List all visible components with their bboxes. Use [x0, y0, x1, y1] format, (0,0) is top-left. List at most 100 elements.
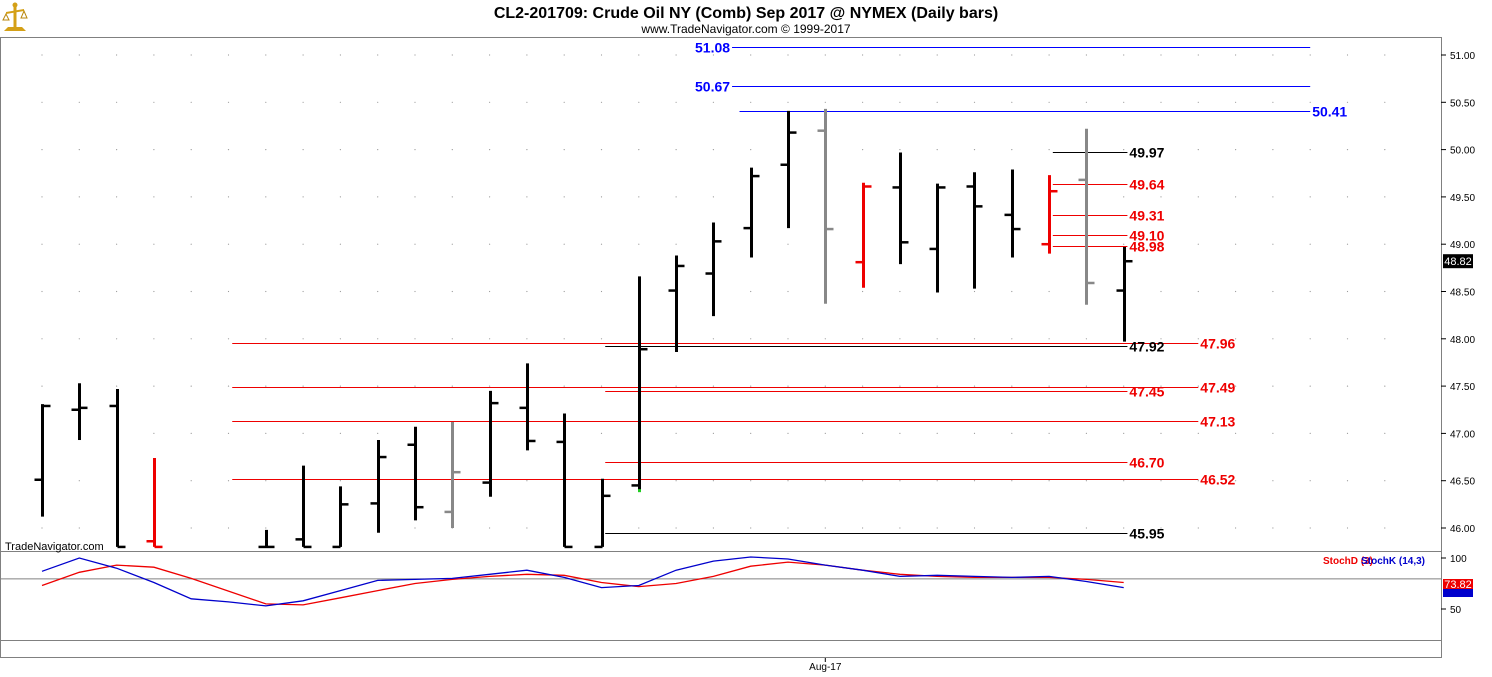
grid-dot	[153, 338, 155, 340]
grid-dot	[414, 243, 416, 245]
grid-dot	[1160, 480, 1162, 482]
grid-dot	[787, 338, 789, 340]
grid-dot	[190, 196, 192, 198]
grid-dot	[116, 243, 118, 245]
grid-dot	[265, 338, 267, 340]
ohlc-bar	[1004, 169, 1021, 258]
grid-dot	[227, 290, 230, 293]
grid-dot	[1048, 54, 1050, 56]
grid-dot	[638, 54, 640, 56]
grid-dot	[824, 54, 826, 56]
stoch-series-line	[41, 556, 1124, 607]
grid-dot	[265, 290, 267, 293]
grid-dot	[899, 54, 901, 56]
grid-dot	[41, 149, 43, 151]
grid-dot	[302, 196, 304, 198]
grid-dot	[1048, 432, 1050, 434]
grid-dot	[339, 196, 341, 198]
grid-dot	[78, 149, 80, 151]
grid-dot	[787, 432, 789, 434]
grid-dot	[489, 243, 491, 245]
grid-dot	[973, 54, 976, 56]
grid-dot	[116, 101, 118, 103]
grid-dot	[750, 290, 752, 293]
grid-dot	[936, 101, 938, 103]
grid-dot	[116, 54, 118, 56]
level-label: 45.95	[1129, 526, 1164, 542]
grid-dot	[190, 149, 192, 151]
grid-dot	[153, 385, 155, 387]
grid-dot	[116, 338, 118, 340]
ohlc-bar	[668, 255, 685, 353]
grid-dot	[824, 101, 826, 103]
ohlc-bar	[892, 152, 909, 265]
grid-dot	[1160, 527, 1162, 529]
grid-dot	[451, 290, 453, 293]
chart-title: CL2-201709: Crude Oil NY (Comb) Sep 2017…	[494, 5, 998, 22]
ohlc-bar	[482, 390, 499, 497]
grid-dot	[1011, 527, 1013, 529]
stoch-last-value-label: 73.82	[1444, 579, 1472, 591]
grid-dot	[1048, 290, 1050, 293]
grid-dot	[1384, 480, 1386, 482]
grid-dot	[973, 385, 976, 387]
grid-dot	[78, 290, 80, 293]
grid-dot	[675, 101, 677, 103]
grid-dot	[1235, 101, 1237, 103]
grid-dot	[414, 385, 416, 387]
grid-dot	[1123, 196, 1125, 198]
grid-dot	[787, 101, 789, 103]
grid-dot	[414, 290, 416, 293]
y-tick-label: 48.00	[1450, 335, 1475, 346]
grid-dot	[1309, 149, 1311, 151]
grid-dot	[1384, 432, 1386, 434]
grid-dot	[41, 338, 43, 340]
y-tick-label: 47.50	[1450, 382, 1475, 393]
grid-dot	[377, 101, 379, 103]
grid-dot	[1085, 432, 1087, 434]
grid-dot	[153, 149, 155, 151]
grid-dot	[1272, 338, 1274, 340]
grid-dot	[1197, 101, 1199, 103]
grid-dot	[339, 338, 341, 340]
ohlc-bar	[817, 108, 834, 304]
grid-dot	[1235, 54, 1237, 56]
grid-dot	[339, 480, 341, 482]
grid-dot	[675, 385, 677, 387]
grid-dot	[862, 480, 864, 482]
grid-dot	[1384, 385, 1386, 387]
grid-dot	[227, 54, 230, 56]
grid-dot	[600, 243, 603, 245]
grid-dot	[1011, 290, 1013, 293]
grid-dot	[526, 243, 528, 245]
grid-dot	[526, 149, 528, 151]
grid-dot	[41, 385, 43, 387]
grid-dot	[1235, 196, 1237, 198]
grid-dot	[787, 54, 789, 56]
grid-dot	[936, 480, 938, 482]
grid-dot	[600, 385, 603, 387]
grid-dot	[414, 338, 416, 340]
grid-dot	[750, 101, 752, 103]
level-label: 49.64	[1129, 177, 1164, 193]
grid-dot	[563, 149, 565, 151]
grid-dot	[414, 149, 416, 151]
grid-dot	[1272, 243, 1274, 245]
grid-dot	[78, 480, 80, 482]
grid-dot	[675, 196, 677, 198]
grid-dot	[489, 290, 491, 293]
level-label: 48.98	[1129, 239, 1164, 255]
level-label: 50.67	[695, 79, 730, 95]
grid-dot	[824, 432, 826, 434]
grid-dot	[1309, 196, 1311, 198]
grid-dot	[451, 101, 453, 103]
scales-logo-icon	[2, 2, 28, 31]
grid-dot	[1197, 527, 1199, 529]
grid-dot	[862, 432, 864, 434]
ohlc-bar	[631, 276, 648, 491]
grid-dot	[1197, 338, 1199, 340]
grid-dot	[377, 432, 379, 434]
grid-dot	[1235, 480, 1237, 482]
grid-dot	[153, 432, 155, 434]
grid-dot	[1272, 54, 1274, 56]
